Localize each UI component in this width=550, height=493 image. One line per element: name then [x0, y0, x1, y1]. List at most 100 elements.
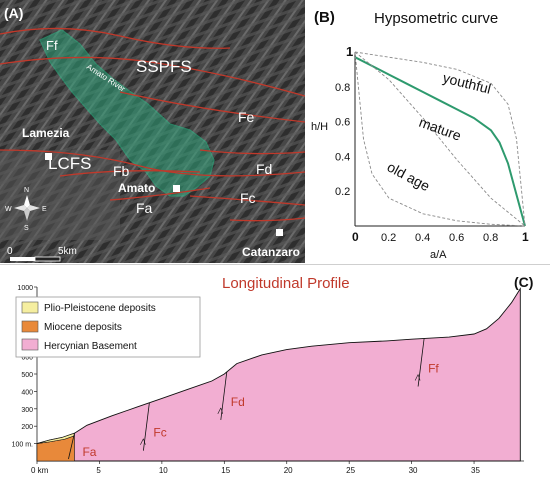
x-tick-0.2: 0.2 — [381, 232, 396, 244]
curve-label-old-age: old age — [385, 159, 433, 195]
y-tick-label: 600 — [21, 355, 33, 362]
map-svg: (A) Ff SSPFS Amato River Fe Lamezia LCFS… — [0, 0, 305, 263]
xlabel-aA: a/A — [430, 249, 447, 261]
fault-arrow-ff — [414, 374, 421, 381]
label-fd: Fd — [256, 161, 272, 177]
label-ff: Ff — [46, 38, 58, 53]
legend-label-hercynian: Hercynian Basement — [44, 341, 137, 352]
hypsometric-curve-basin — [354, 56, 526, 227]
fault-lcfs — [0, 149, 305, 177]
fault-line-fd — [220, 371, 228, 420]
label-fe: Fe — [238, 109, 255, 125]
x-tick-0.4: 0.4 — [415, 232, 430, 244]
compass-w: W — [5, 206, 12, 213]
x-tick-label: 20 — [284, 466, 293, 475]
y-tick-0.4: 0.4 — [335, 151, 350, 163]
fault-lines — [0, 27, 305, 222]
lamezia-marker — [45, 153, 52, 160]
label-fa: Fa — [136, 200, 153, 216]
label-fb: Fb — [113, 163, 130, 179]
fault-fb — [59, 170, 201, 177]
x-tick-label: 0 km — [31, 466, 49, 475]
lowland-plain — [0, 150, 120, 240]
fault-southeast — [229, 217, 305, 222]
hypsometric-curves — [354, 51, 526, 227]
scale-zero: 0 — [7, 246, 13, 257]
fault-fe — [119, 91, 305, 123]
hypsometric-svg: (B) Hypsometric curve 0 0.2 0.4 0.6 0.8 10.20… — [311, 9, 529, 261]
profile-layers — [36, 287, 521, 462]
fault-label-fd: Fd — [231, 395, 245, 409]
y-tick-label: 200 — [21, 424, 33, 431]
y-tick-label: 300 — [21, 407, 33, 414]
label-fc: Fc — [240, 190, 256, 206]
hypsometric-panel: (B) Hypsometric curve 0 0.2 0.4 0.6 0.8 1 0.2 0… — [308, 0, 550, 263]
fault-label-ff: Ff — [428, 362, 439, 376]
x-tick-0.6: 0.6 — [449, 232, 464, 244]
panel-a-tag: (A) — [4, 5, 23, 21]
fault-fd — [199, 149, 305, 155]
y-tick-0.6: 0.6 — [335, 117, 350, 129]
hercynian-basement-area — [36, 287, 521, 462]
panel-c-tag: (C) — [514, 274, 533, 290]
profile-svg: Longitudinal Profile (C) 0 km 5 10 15 20 25 30… — [12, 274, 534, 475]
legend-swatch-hercynian — [21, 338, 39, 351]
reference-curve-mature — [354, 51, 526, 227]
profile-panel: Longitudinal Profile (C) 0 km 5 10 15 20 25 30… — [0, 264, 550, 488]
fault-fc — [189, 195, 305, 206]
legend-swatch-plio — [21, 301, 39, 314]
reference-curve-youthful — [354, 51, 526, 227]
amato-basin — [39, 29, 215, 197]
legend: Plio-Pleistocene deposits Miocene deposi… — [15, 296, 201, 358]
fault-arrow-fc — [140, 438, 146, 445]
y-tick-0.8: 0.8 — [335, 82, 350, 94]
profile-faults: Fa Fc Fd Ff — [68, 338, 439, 460]
fault-label-fc: Fc — [153, 426, 166, 440]
label-sspfs: SSPFS — [136, 57, 192, 76]
legend-label-miocene: Miocene deposits — [44, 322, 122, 333]
y-tick-label: 400 — [21, 389, 33, 396]
panel-b-tag: (B) — [314, 9, 335, 26]
fault-line-ff — [417, 338, 425, 387]
hypsometric-title: Hypsometric curve — [374, 10, 498, 27]
fault-fa — [109, 187, 211, 201]
x-tick-1: 1 — [522, 230, 529, 244]
fault-ff — [0, 27, 231, 49]
label-catanzaro: Catanzaro — [242, 245, 300, 259]
compass-s: S — [24, 225, 29, 232]
scale-bar-segment — [34, 256, 61, 262]
compass-e: E — [42, 206, 47, 213]
y-tick-1: 1 — [346, 44, 353, 59]
fault-label-fa: Fa — [82, 445, 96, 459]
compass-rose-icon: N S E W — [5, 187, 47, 232]
scale-distance: 5km — [58, 246, 77, 257]
y-tick-0.2: 0.2 — [335, 186, 350, 198]
amato-marker — [173, 185, 180, 192]
fault-arrow-fd — [217, 407, 224, 415]
x-tick-label: 5 — [96, 466, 101, 475]
x-tick-0: 0 — [352, 230, 359, 244]
reference-curve-old-age — [354, 51, 526, 227]
x-tick-label: 15 — [221, 466, 230, 475]
label-lcfs: LCFS — [48, 154, 91, 173]
label-amato: Amato — [118, 181, 155, 195]
map-panel: (A) Ff SSPFS Amato River Fe Lamezia LCFS… — [0, 0, 305, 263]
x-tick-label: 30 — [409, 466, 418, 475]
fault-sspfs — [0, 56, 305, 97]
curve-label-youthful: youthful — [441, 69, 492, 96]
ylabel-hH: h/H — [311, 121, 328, 133]
x-tick-label: 35 — [471, 466, 480, 475]
catanzaro-marker — [276, 229, 283, 236]
x-tick-label: 25 — [346, 466, 355, 475]
fault-line-fa — [68, 433, 75, 460]
profile-title: Longitudinal Profile — [222, 275, 350, 292]
legend-swatch-miocene — [21, 320, 39, 333]
compass-n: N — [24, 187, 29, 194]
legend-label-plio: Plio-Pleistocene deposits — [44, 303, 156, 314]
x-tick-0.8: 0.8 — [483, 232, 498, 244]
hypsometric-ticks: 0 0.2 0.4 0.6 0.8 1 0.2 0.4 0.6 0.8 1 — [335, 44, 529, 244]
y-tick-label: 1000 — [17, 285, 33, 292]
y-tick-label: 500 — [21, 372, 33, 379]
fault-line-fc — [142, 402, 150, 451]
